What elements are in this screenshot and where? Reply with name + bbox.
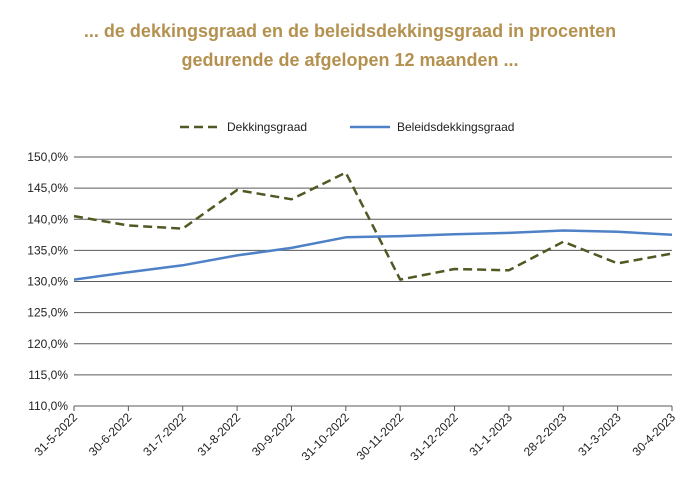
y-tick-label: 150,0%: [27, 150, 68, 164]
series-line-dekkingsgraad: [73, 171, 673, 281]
x-tick-label: 30-6-2022: [86, 410, 135, 459]
x-tick-label: 30-4-2023: [630, 410, 679, 459]
x-tick-label: 28-2-2023: [521, 410, 570, 459]
x-tick-label: 30-11-2022: [354, 410, 407, 463]
x-tick-label: 31-8-2022: [195, 410, 244, 459]
y-tick-label: 140,0%: [27, 212, 68, 226]
x-tick-label: 31-10-2022: [299, 410, 353, 464]
x-tick-label: 31-7-2022: [140, 410, 189, 459]
legend-label: Dekkingsgraad: [227, 120, 307, 134]
y-tick-label: 125,0%: [27, 306, 68, 320]
legend-label: Beleidsdekkingsgraad: [397, 120, 514, 134]
x-tick-label: 31-1-2023: [466, 410, 515, 459]
y-tick-label: 135,0%: [27, 243, 68, 257]
x-tick-label: 31-5-2022: [32, 410, 81, 459]
y-tick-label: 145,0%: [27, 181, 68, 195]
y-tick-label: 110,0%: [28, 399, 68, 413]
y-tick-label: 130,0%: [27, 275, 68, 289]
y-tick-label: 120,0%: [27, 337, 68, 351]
x-tick-label: 30-9-2022: [249, 410, 298, 459]
chart-title-line-1: ... de dekkingsgraad en de beleidsdekkin…: [83, 21, 617, 41]
y-tick-label: 115,0%: [28, 368, 68, 382]
x-tick-label: 31-12-2022: [407, 410, 461, 464]
x-tick-label: 31-3-2023: [575, 410, 624, 459]
chart-title-line-2: gedurende de afgelopen 12 maanden ...: [181, 50, 519, 70]
series-line-beleidsdekkingsgraad: [73, 229, 673, 281]
